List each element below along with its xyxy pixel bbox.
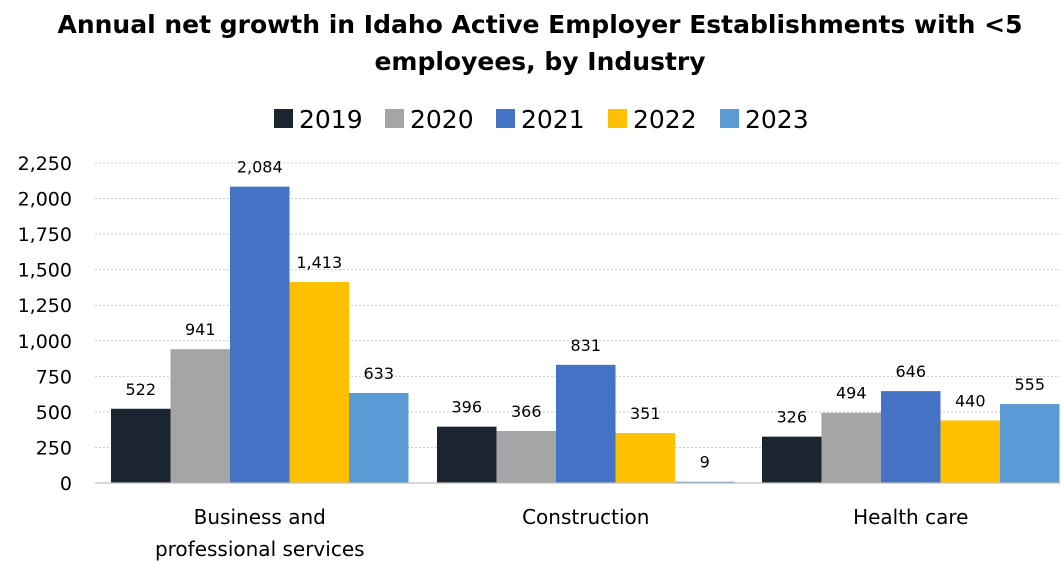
data-label-2019-1: 396 [451,398,482,417]
data-label-2021-2: 646 [895,362,926,381]
data-label-2019-2: 326 [776,408,807,427]
bar-2020-1 [496,430,556,483]
legend-label: 2023 [745,105,809,134]
y-axis-ticks: 0 250 500 750 1,000 1,250 1,500 1,750 2,000 2,250 [18,153,72,495]
legend-item-2019: 2019 [274,105,363,134]
data-label-2021-0: 2,084 [237,158,283,177]
y-tick-label: 1,500 [18,260,72,282]
bar-2023-0 [349,392,409,483]
x-axis-categories: Business and professional services Constru… [155,505,968,561]
legend-label: 2021 [521,105,585,134]
data-label-2020-2: 494 [836,384,867,403]
bars [111,186,1060,483]
y-tick-label: 500 [36,402,72,424]
legend-label: 2022 [633,105,697,134]
legend-swatch [385,109,404,128]
y-tick-label: 250 [36,437,72,459]
legend-item-2021: 2021 [496,105,585,134]
category-label-3-line-1: Health care [853,505,968,529]
data-label-2019-0: 522 [125,380,156,399]
bar-2021-2 [881,391,941,483]
category-label-2-line-1: Construction [522,505,649,529]
bar-2020-2 [821,412,881,483]
bar-2019-0 [111,408,171,483]
legend-item-2020: 2020 [385,105,474,134]
bar-2022-1 [615,433,675,483]
data-label-2020-0: 941 [185,320,216,339]
data-label-2022-0: 1,413 [296,253,342,272]
y-tick-label: 1,250 [18,295,72,317]
bar-2022-0 [289,282,349,483]
legend-label: 2020 [410,105,474,134]
legend-swatch [496,109,515,128]
data-label-2023-1: 9 [700,453,710,472]
data-label-2022-1: 351 [630,404,661,423]
legend-item-2022: 2022 [608,105,697,134]
legend-swatch [720,109,739,128]
data-label-2020-1: 366 [511,402,542,421]
bar-2021-1 [556,364,616,483]
bar-2019-1 [437,426,497,483]
chart-title: Annual net growth in Idaho Active Employ… [57,10,1022,76]
chart-legend: 2019 2020 2021 2022 2023 [274,105,809,134]
data-label-2023-0: 633 [363,364,394,383]
bar-2019-2 [762,436,822,483]
legend-label: 2019 [299,105,363,134]
bar-2021-0 [230,186,290,483]
category-label-1-line-1: Business and [194,505,326,529]
data-label-2022-2: 440 [955,391,986,410]
y-tick-label: 0 [60,473,72,495]
data-label-2023-2: 555 [1014,375,1045,394]
y-tick-label: 750 [36,366,72,388]
y-tick-label: 2,250 [18,153,72,175]
category-label-1-line-2: professional services [155,537,365,561]
y-tick-label: 1,750 [18,224,72,246]
bar-2022-2 [940,420,1000,483]
bar-2020-0 [170,349,230,483]
legend-swatch [608,109,627,128]
data-labels: 522 396 326 941 366 494 2,084 831 646 1,413 351 440… [125,158,1045,472]
y-tick-label: 2,000 [18,189,72,211]
legend-item-2023: 2023 [720,105,809,134]
bar-2023-2 [1000,404,1060,483]
legend-swatch [274,109,293,128]
chart-title-line-1: Annual net growth in Idaho Active Employ… [57,10,1022,39]
data-label-2021-1: 831 [570,336,601,355]
bar-2023-1 [675,481,735,483]
y-tick-label: 1,000 [18,331,72,353]
chart-title-line-2: employees, by Industry [374,47,705,76]
